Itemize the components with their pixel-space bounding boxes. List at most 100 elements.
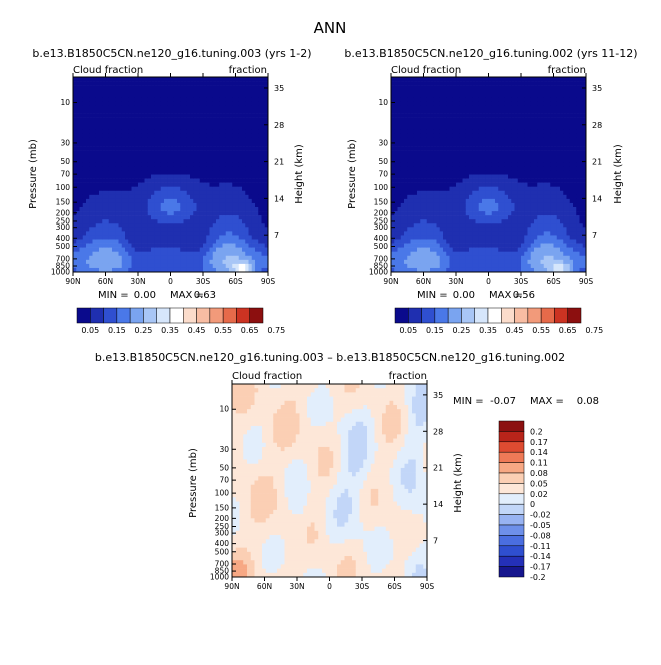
heatmap-cell [485, 199, 489, 203]
heatmap-cell [469, 203, 473, 207]
heatmap-cell [73, 146, 77, 150]
heatmap-cell [492, 170, 496, 174]
heatmap-cell [174, 175, 178, 179]
heatmap-cell [459, 118, 463, 122]
heatmap-cell [255, 240, 259, 244]
heatmap-cell [391, 244, 395, 248]
heatmap-cell [411, 252, 415, 256]
heatmap-cell [450, 89, 454, 93]
heatmap-cell [255, 219, 259, 223]
heatmap-cell [76, 244, 80, 248]
heatmap-cell [223, 260, 227, 264]
heatmap-cell [151, 105, 155, 109]
heatmap-cell [424, 227, 428, 231]
heatmap-cell [440, 227, 444, 231]
heatmap-cell [229, 146, 233, 150]
heatmap-cell [109, 162, 113, 166]
heatmap-cell [401, 142, 405, 146]
heatmap-cell [521, 150, 525, 154]
heatmap-cell [102, 252, 106, 256]
heatmap-cell [502, 264, 506, 268]
heatmap-cell [242, 187, 246, 191]
heatmap-cell [132, 126, 136, 130]
heatmap-cell [109, 166, 113, 170]
heatmap-cell [184, 134, 188, 138]
heatmap-cell [508, 89, 512, 93]
heatmap-cell [164, 101, 168, 105]
heatmap-cell [252, 122, 256, 126]
heatmap-cell [469, 118, 473, 122]
heatmap-cell [96, 223, 100, 227]
heatmap-cell [135, 81, 139, 85]
heatmap-cell [184, 207, 188, 211]
heatmap-cell [505, 260, 509, 264]
heatmap-cell [505, 244, 509, 248]
colorbar-label: 0.75 [267, 326, 285, 335]
heatmap-cell [446, 81, 450, 85]
y-tick-label: 30 [60, 138, 70, 147]
heatmap-cell [472, 175, 476, 179]
heatmap-cell [430, 142, 434, 146]
heatmap-cell [158, 81, 162, 85]
heatmap-cell [398, 118, 402, 122]
heatmap-cell [93, 240, 97, 244]
heatmap-cell [430, 81, 434, 85]
heatmap-cell [459, 231, 463, 235]
heatmap-cell [154, 130, 158, 134]
heatmap-cell [404, 183, 408, 187]
heatmap-cell [453, 85, 457, 89]
heatmap-cell [433, 162, 437, 166]
heatmap-cell [132, 142, 136, 146]
heatmap-cell [453, 126, 457, 130]
heatmap-cell [485, 105, 489, 109]
heatmap-cell [229, 215, 233, 219]
heatmap-cell [203, 199, 207, 203]
heatmap-cell [203, 187, 207, 191]
heatmap-cell [249, 89, 253, 93]
heatmap-cell [407, 110, 411, 114]
heatmap-cell [495, 183, 499, 187]
heatmap-cell [450, 118, 454, 122]
heatmap-cell [86, 244, 90, 248]
heatmap-cell [427, 126, 431, 130]
heatmap-cell [258, 244, 262, 248]
heatmap-cell [161, 158, 165, 162]
heatmap-cell [521, 166, 525, 170]
heatmap-cell [213, 175, 217, 179]
heatmap-cell [239, 244, 243, 248]
heatmap-cell [135, 118, 139, 122]
heatmap-cell [485, 219, 489, 223]
heatmap-cell [125, 235, 129, 239]
heatmap-cell [210, 118, 214, 122]
heatmap-cell [398, 138, 402, 142]
heatmap-cell [141, 175, 145, 179]
heatmap-cell [93, 114, 97, 118]
heatmap-cell [524, 170, 528, 174]
heatmap-cell [508, 199, 512, 203]
heatmap-cell [177, 162, 181, 166]
heatmap-cell [86, 199, 90, 203]
heatmap-cell [463, 179, 467, 183]
heatmap-cell [414, 170, 418, 174]
heatmap-cell [236, 154, 240, 158]
heatmap-cell [407, 235, 411, 239]
heatmap-cell [145, 166, 149, 170]
heatmap-cell [479, 126, 483, 130]
heatmap-cell [472, 146, 476, 150]
heatmap-cell [184, 158, 188, 162]
heatmap-cell [197, 175, 201, 179]
heatmap-cell [177, 105, 181, 109]
heatmap-cell [83, 179, 87, 183]
heatmap-cell [407, 264, 411, 268]
heatmap-cell [99, 211, 103, 215]
heatmap-cell [80, 97, 84, 101]
heatmap-cell [398, 162, 402, 166]
heatmap-cell [505, 105, 509, 109]
heatmap-cell [518, 179, 522, 183]
heatmap-cell [102, 260, 106, 264]
heatmap-cell [93, 146, 97, 150]
heatmap-cell [505, 227, 509, 231]
heatmap-cell [485, 97, 489, 101]
heatmap-cell [427, 118, 431, 122]
heatmap-cell [125, 77, 129, 81]
